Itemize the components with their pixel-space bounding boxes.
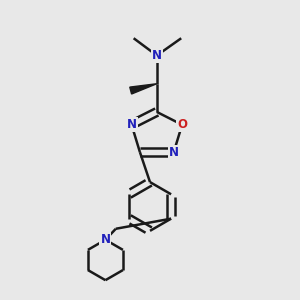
Text: O: O (177, 118, 187, 131)
Text: N: N (100, 233, 110, 246)
Text: N: N (169, 146, 179, 159)
Polygon shape (130, 84, 157, 94)
Text: N: N (152, 49, 162, 62)
Text: N: N (127, 118, 136, 131)
